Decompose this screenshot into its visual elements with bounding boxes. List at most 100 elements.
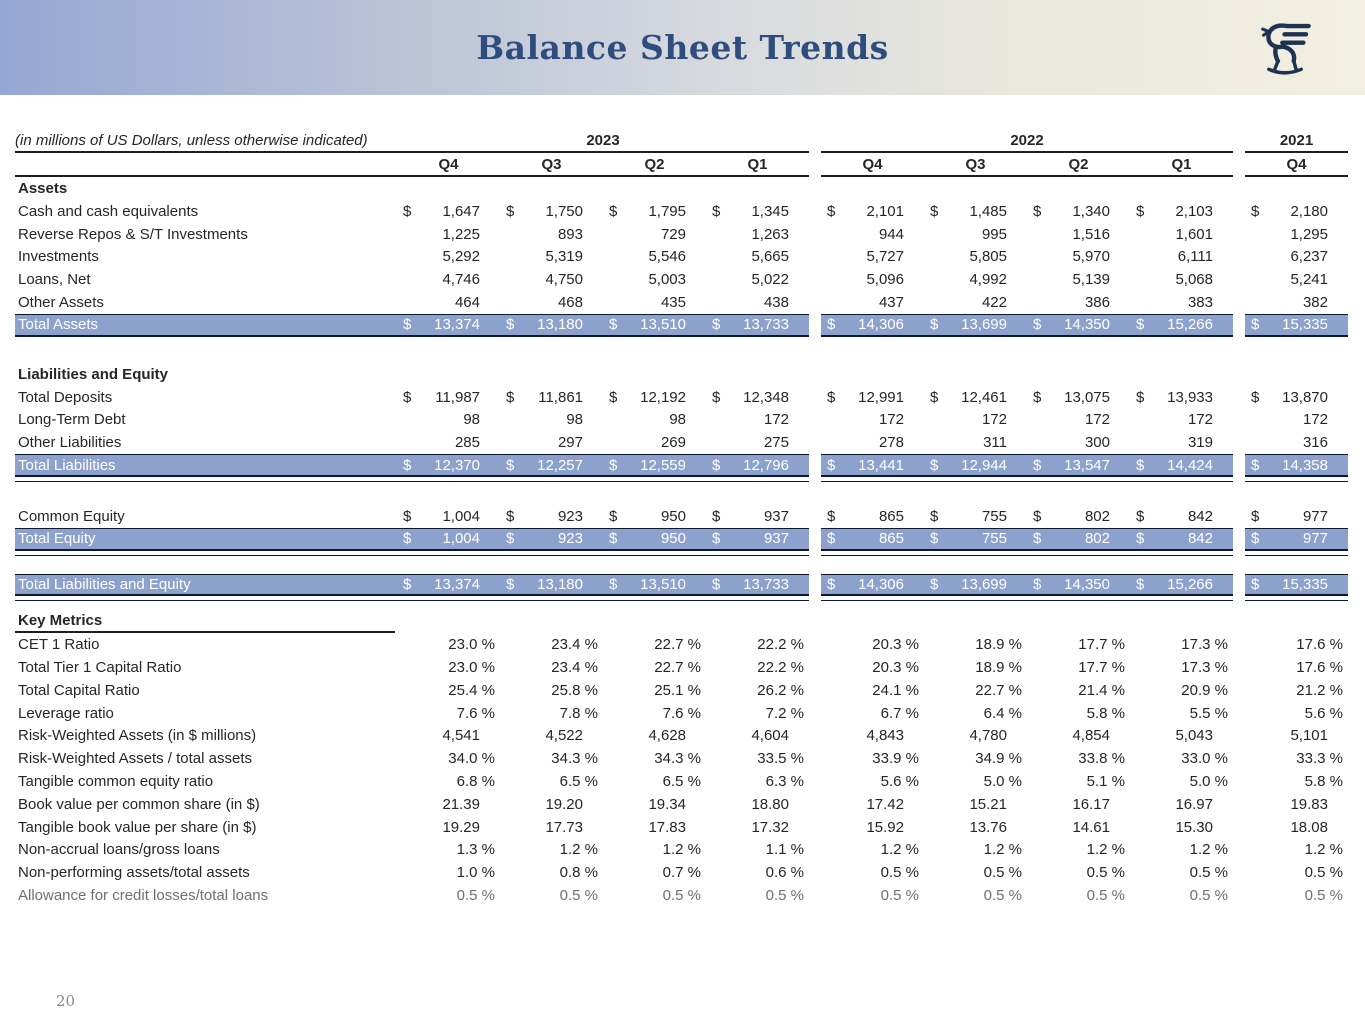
value-cell: $14,358: [1245, 457, 1348, 474]
value-cell: 98: [500, 411, 603, 428]
value-cell: 4,843: [821, 727, 924, 744]
cell-value: 0.5 %: [662, 887, 701, 905]
value-cell: $13,180: [500, 576, 603, 593]
currency-symbol: $: [1033, 575, 1042, 593]
cell-value: 13,510: [640, 575, 686, 593]
cell-value: 33.8 %: [1078, 750, 1125, 768]
cell-value: 5,727: [866, 248, 904, 266]
row-segment: Total Capital Ratio 25.4 % 25.8 % 25.1 % 26.…: [15, 679, 809, 702]
cell-value: 14,306: [858, 316, 904, 334]
value-cell: 5,139: [1027, 271, 1130, 288]
row-segment: 316: [1245, 431, 1348, 454]
value-cell: 464: [397, 294, 500, 311]
cell-value: 5,101: [1290, 727, 1328, 745]
value-cell: 1.2 %: [821, 841, 924, 858]
cell-value: 893: [557, 225, 583, 243]
currency-symbol: $: [1033, 202, 1042, 220]
total-row: Total Liabilities and Equity $13,374 $13,1…: [15, 573, 1348, 602]
value-cell: 7.8 %: [500, 705, 603, 722]
currency-symbol: $: [1251, 202, 1260, 220]
currency-symbol: $: [712, 388, 721, 406]
currency-symbol: $: [1136, 507, 1145, 525]
value-cell: 24.1 %: [821, 682, 924, 699]
row-segment: 19.83: [1245, 793, 1348, 816]
row-label: Risk-Weighted Assets (in $ millions): [18, 727, 257, 745]
value-cell: 0.5 %: [924, 887, 1027, 904]
value-cell: $13,374: [397, 316, 500, 333]
cell-value: 19.83: [1290, 795, 1328, 813]
cell-value: 16.17: [1072, 795, 1110, 813]
cell-value: 1,295: [1290, 225, 1328, 243]
row-segment: Long-Term Debt 98 98 98 172: [15, 409, 809, 432]
row-segment: 5.8 %: [1245, 770, 1348, 793]
cell-value: 386: [1084, 294, 1110, 312]
cell-value: 0.5 %: [983, 887, 1022, 905]
cell-value: 1.0 %: [456, 864, 495, 882]
value-cell: 4,746: [397, 271, 500, 288]
cell-value: 34.0 %: [448, 750, 495, 768]
row-segment: Common Equity $1,004 $923 $950 $937: [15, 505, 809, 528]
value-cell: 5.6 %: [821, 773, 924, 790]
value-cell: 23.0 %: [397, 636, 500, 653]
cell-value: 468: [557, 294, 583, 312]
cell-value: 21.39: [442, 795, 480, 813]
row-segment: Other Assets 464 468 435 438: [15, 291, 809, 314]
value-cell: $865: [821, 530, 924, 547]
row-segment: 33.9 % 34.9 % 33.8 % 33.0 %: [821, 747, 1233, 770]
row-segment: Total Liabilities $12,370 $12,257 $12,559 $1…: [15, 454, 809, 482]
cell-value: 5.6 %: [1304, 704, 1343, 722]
value-cell: 34.9 %: [924, 750, 1027, 767]
value-cell: 1.3 %: [397, 841, 500, 858]
cell-value: 0.5 %: [1304, 864, 1343, 882]
row-label: Non-accrual loans/gross loans: [18, 841, 220, 859]
value-cell: 4,628: [603, 727, 706, 744]
year-header-segment: 2022: [821, 129, 1233, 153]
value-cell: 1,295: [1245, 226, 1348, 243]
cell-value: 23.4 %: [551, 636, 598, 654]
value-cell: 5.0 %: [924, 773, 1027, 790]
value-cell: 15.92: [821, 819, 924, 836]
currency-symbol: $: [1033, 456, 1042, 474]
cell-value: 15,266: [1167, 316, 1213, 334]
value-cell: $12,257: [500, 457, 603, 474]
cell-value: 977: [1302, 530, 1328, 548]
cell-value: 269: [660, 434, 686, 452]
value-cell: 6,111: [1130, 248, 1233, 265]
row-segment: CET 1 Ratio 23.0 % 23.4 % 22.7 % 22.2 %: [15, 633, 809, 656]
currency-symbol: $: [827, 202, 836, 220]
cell-value: 1,225: [442, 225, 480, 243]
value-cell: 34.0 %: [397, 750, 500, 767]
cell-value: 285: [454, 434, 480, 452]
value-cell: 278: [821, 434, 924, 451]
quarter-header: Q1: [1171, 155, 1192, 173]
row-segment: Total Assets $13,374 $13,180 $13,510 $13,733: [15, 313, 809, 337]
cell-value: 5,665: [751, 248, 789, 266]
value-cell: 18.9 %: [924, 636, 1027, 653]
value-cell: 98: [397, 411, 500, 428]
row-segment: 5,101: [1245, 725, 1348, 748]
value-cell: 1,516: [1027, 226, 1130, 243]
table-row: Total Tier 1 Capital Ratio 23.0 % 23.4 % 22…: [15, 656, 1348, 679]
currency-symbol: $: [403, 388, 412, 406]
row-segment: 944 995 1,516 1,601: [821, 223, 1233, 246]
table-row: CET 1 Ratio 23.0 % 23.4 % 22.7 % 22.2 % 20.3 …: [15, 633, 1348, 656]
cell-value: 4,628: [648, 727, 686, 745]
row-segment: 5.6 %: [1245, 702, 1348, 725]
value-cell: 22.2 %: [706, 636, 809, 653]
cell-value: 5,546: [648, 248, 686, 266]
cell-value: 842: [1187, 507, 1213, 525]
row-segment: Tangible common equity ratio 6.8 % 6.5 % 6.…: [15, 770, 809, 793]
row-segment: Leverage ratio 7.6 % 7.8 % 7.6 % 7.2 %: [15, 702, 809, 725]
row-segment: Non-accrual loans/gross loans 1.3 % 1.2 % 1…: [15, 839, 809, 862]
value-cell: $1,345: [706, 203, 809, 220]
value-cell: $12,370: [397, 457, 500, 474]
cell-value: 15.30: [1175, 818, 1213, 836]
value-cell: 22.7 %: [603, 659, 706, 676]
cell-value: 7.6 %: [662, 704, 701, 722]
value-cell: $13,180: [500, 316, 603, 333]
cell-value: 1,750: [545, 202, 583, 220]
row-segment: $14,358: [1245, 454, 1348, 482]
currency-symbol: $: [506, 530, 515, 548]
year-header: 2022: [1010, 131, 1044, 149]
cell-value: 12,559: [640, 456, 686, 474]
